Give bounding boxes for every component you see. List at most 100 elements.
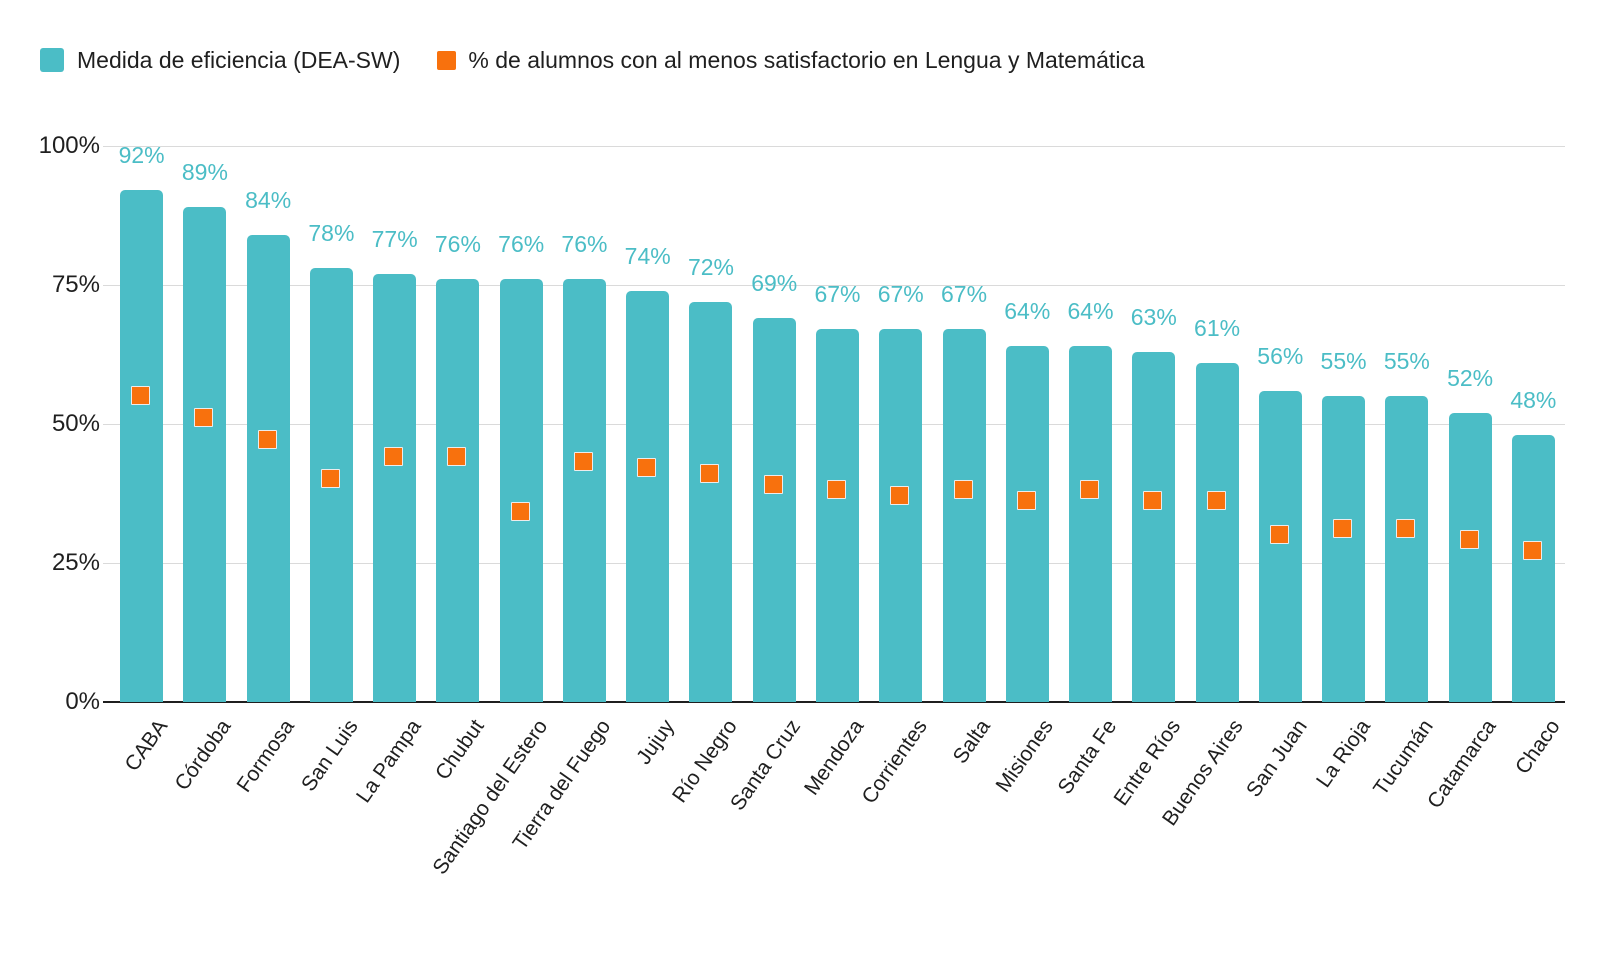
x-axis-label-la-rioja: La Rioja (1311, 715, 1375, 792)
bar-corrientes[interactable] (879, 329, 923, 702)
marker-jujuy[interactable] (637, 457, 657, 477)
y-axis-label-0: 0% (65, 688, 100, 715)
marker-la-pampa[interactable] (384, 446, 404, 466)
marker-misiones[interactable] (1016, 491, 1036, 511)
marker-san-juan[interactable] (1269, 524, 1289, 544)
bar-value-label-jujuy: 74% (624, 242, 671, 269)
bar-value-label-tierra-del-fuego: 76% (561, 231, 608, 258)
bar-la-pampa[interactable] (373, 273, 417, 702)
marker-salta[interactable] (953, 480, 973, 500)
marker-mendoza[interactable] (827, 480, 846, 500)
x-axis-label-tucuman: Tucumán (1369, 715, 1438, 800)
x-axis-label-mendoza: Mendoza (800, 715, 869, 800)
bar-value-label-misiones: 64% (1004, 298, 1051, 325)
bar-value-label-santiago-del-estero: 76% (498, 231, 545, 258)
chart-legend: Medida de eficiencia (DEA-SW) % de alumn… (40, 46, 1145, 74)
marker-entre-rios[interactable] (1143, 491, 1163, 511)
bar-value-label-san-juan: 56% (1257, 342, 1304, 369)
marker-formosa[interactable] (257, 430, 277, 450)
bar-san-juan[interactable] (1258, 390, 1302, 702)
bar-value-label-buenos-aires: 61% (1194, 314, 1241, 341)
bar-formosa[interactable] (246, 234, 290, 702)
bar-chaco[interactable] (1511, 435, 1555, 702)
bar-value-label-caba: 92% (118, 142, 165, 169)
bar-jujuy[interactable] (626, 290, 670, 702)
marker-rio-negro[interactable] (700, 463, 720, 483)
marker-tierra-del-fuego[interactable] (573, 452, 593, 472)
bar-entre-rios[interactable] (1132, 351, 1176, 702)
bar-misiones[interactable] (1005, 346, 1049, 702)
legend-label-satisfactory: % de alumnos con al menos satisfactorio … (468, 47, 1145, 73)
x-axis-label-chubut: Chubut (431, 715, 489, 785)
marker-santa-cruz[interactable] (763, 474, 783, 494)
bar-cordoba[interactable] (183, 207, 227, 702)
x-axis-label-cordoba: Córdoba (170, 715, 236, 795)
bar-value-label-catamarca: 52% (1447, 364, 1494, 391)
bar-chubut[interactable] (436, 279, 480, 702)
bar-value-label-la-pampa: 77% (371, 225, 418, 252)
marker-la-rioja[interactable] (1333, 519, 1353, 539)
marker-caba[interactable] (131, 385, 151, 405)
y-axis-label-25: 25% (51, 549, 100, 576)
bar-value-label-san-luis: 78% (308, 220, 355, 247)
bar-value-label-formosa: 84% (245, 186, 292, 213)
x-axis-label-santa-fe: Santa Fe (1053, 715, 1122, 799)
marker-buenos-aires[interactable] (1206, 491, 1226, 511)
marker-tucuman[interactable] (1396, 519, 1416, 539)
y-axis-label-100: 100% (38, 132, 100, 159)
x-axis-label-jujuy: Jujuy (631, 715, 679, 769)
bar-value-label-chubut: 76% (434, 231, 481, 258)
bar-catamarca[interactable] (1448, 412, 1492, 702)
bar-santa-cruz[interactable] (752, 318, 796, 702)
marker-santa-fe[interactable] (1080, 480, 1100, 500)
bar-value-label-la-rioja: 55% (1320, 348, 1367, 375)
x-axis-label-la-pampa: La Pampa (351, 715, 426, 808)
x-axis-label-corrientes: Corrientes (857, 715, 932, 808)
x-axis-label-caba: CABA (121, 715, 173, 776)
bar-value-label-tucuman: 55% (1383, 348, 1430, 375)
bar-value-label-rio-negro: 72% (687, 253, 734, 280)
bar-caba[interactable] (120, 190, 164, 702)
x-axis-label-san-luis: San Luis (296, 715, 363, 796)
marker-corrientes[interactable] (890, 485, 910, 505)
x-axis-line (103, 701, 1565, 703)
legend-swatch-efficiency-icon (40, 48, 64, 72)
bar-value-label-santa-fe: 64% (1067, 298, 1114, 325)
bar-buenos-aires[interactable] (1195, 362, 1239, 702)
bar-value-label-salta: 67% (940, 281, 988, 308)
gridline-75 (103, 284, 1565, 286)
x-axis-label-santiago-del-estero: Santiago del Estero (428, 715, 553, 879)
bar-value-label-santa-cruz: 69% (751, 270, 798, 297)
bar-la-rioja[interactable] (1322, 396, 1366, 702)
x-axis-label-chaco: Chaco (1510, 715, 1565, 779)
bar-santa-fe[interactable] (1069, 346, 1113, 702)
y-axis-label-75: 75% (51, 271, 100, 298)
bar-value-label-cordoba: 89% (181, 159, 228, 186)
bar-value-label-mendoza: 67% (814, 281, 861, 308)
x-axis-label-misiones: Misiones (991, 715, 1059, 797)
marker-san-luis[interactable] (320, 469, 340, 489)
bar-value-label-entre-rios: 63% (1130, 303, 1177, 330)
bar-salta[interactable] (942, 329, 986, 702)
marker-santiago-del-estero[interactable] (510, 502, 530, 522)
x-axis-label-salta: Salta (948, 715, 996, 768)
bar-value-label-chaco: 48% (1510, 387, 1557, 414)
marker-catamarca[interactable] (1459, 530, 1479, 550)
bar-rio-negro[interactable] (689, 301, 733, 702)
bar-value-label-corrientes: 67% (877, 281, 924, 308)
bar-santiago-del-estero[interactable] (499, 279, 543, 702)
x-axis-label-formosa: Formosa (232, 715, 300, 797)
marker-cordoba[interactable] (194, 407, 214, 427)
marker-chaco[interactable] (1522, 541, 1542, 561)
legend-swatch-satisfactory-icon (437, 50, 457, 70)
x-axis-label-san-juan: San Juan (1241, 715, 1312, 802)
bar-mendoza[interactable] (816, 329, 859, 702)
bar-tierra-del-fuego[interactable] (562, 279, 606, 702)
gridline-100 (103, 145, 1565, 147)
legend-label-efficiency: Medida de eficiencia (DEA-SW) (77, 47, 401, 73)
y-axis-label-50: 50% (51, 410, 100, 437)
bar-tucuman[interactable] (1385, 396, 1429, 702)
marker-chubut[interactable] (447, 446, 467, 466)
